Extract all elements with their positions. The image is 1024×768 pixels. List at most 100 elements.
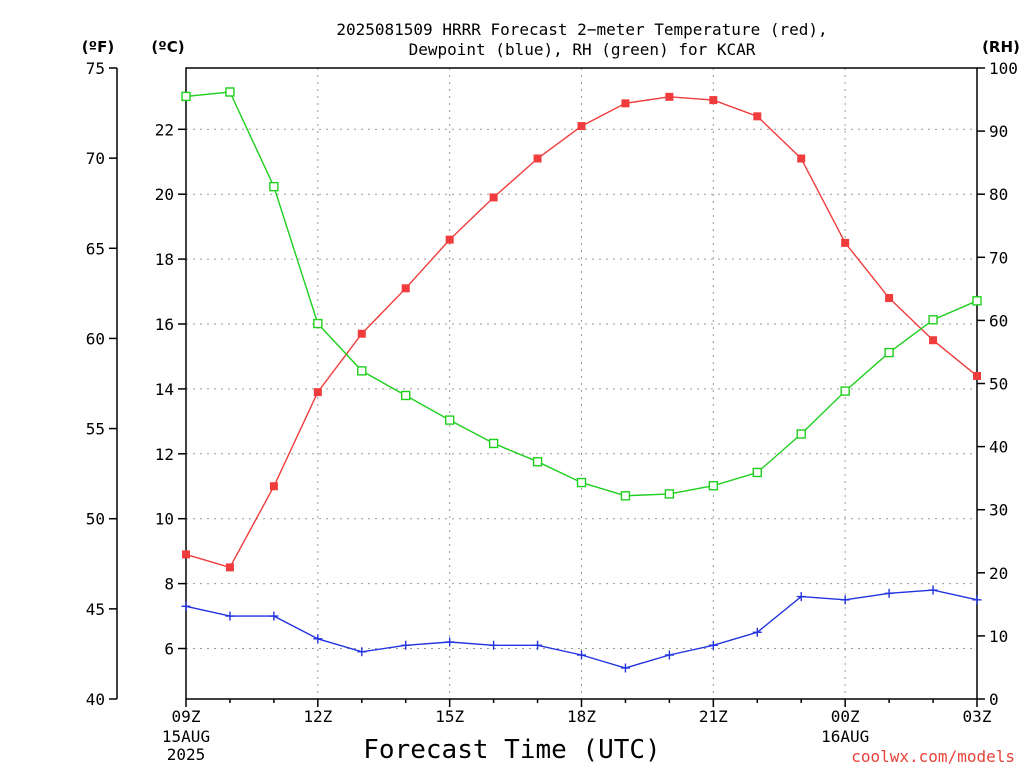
- x-tick-label: 21Z: [699, 707, 728, 726]
- x-tick-label: 18Z: [567, 707, 596, 726]
- temperature-point: [973, 371, 981, 380]
- fahrenheit-tick-label: 50: [86, 510, 105, 529]
- rh-tick-label: 100: [989, 59, 1018, 78]
- dewpoint-point: [620, 663, 630, 673]
- rh-point: [752, 467, 762, 478]
- rh-point: [532, 457, 543, 467]
- celsius-tick-label: 20: [155, 185, 174, 204]
- dewpoint-point: [401, 640, 411, 650]
- temperature-point: [269, 482, 278, 491]
- dewpoint-point: [664, 650, 674, 660]
- dewpoint-point: [796, 592, 806, 602]
- rh-point: [488, 438, 499, 449]
- temperature-point: [929, 336, 938, 345]
- temperature-point: [401, 284, 410, 293]
- grid-lines: [186, 68, 977, 699]
- temperature-point: [577, 122, 586, 131]
- rh-point: [225, 87, 235, 97]
- temperature-point: [225, 563, 234, 572]
- dewpoint-point: [445, 637, 455, 647]
- temperature-point: [885, 294, 894, 303]
- x-tick-label: 12Z: [303, 707, 332, 726]
- temperature-point: [182, 550, 190, 559]
- temperature-point: [357, 329, 366, 338]
- x-tick-sublabel: 15AUG: [162, 727, 210, 746]
- fahrenheit-tick-label: 40: [86, 690, 105, 709]
- rh-axis-label: (RH): [982, 38, 1020, 56]
- celsius-tick-label: 16: [155, 315, 174, 334]
- rh-tick-label: 10: [989, 627, 1008, 646]
- rh-tick-label: 70: [989, 248, 1008, 267]
- rh-point: [840, 386, 850, 396]
- dewpoint-point: [357, 647, 367, 657]
- chart-title-line-2: Dewpoint (blue), RH (green) for KCAR: [409, 40, 756, 59]
- rh-tick-label: 60: [989, 311, 1008, 330]
- dewpoint-point: [577, 650, 586, 660]
- dewpoint-point: [181, 601, 191, 611]
- rh-point: [357, 366, 367, 376]
- rh-point: [444, 415, 455, 425]
- rh-point: [401, 390, 411, 401]
- temperature-point: [489, 193, 498, 202]
- dewpoint-point: [533, 640, 543, 650]
- x-tick-label: 09Z: [172, 707, 201, 726]
- temperature-point: [797, 154, 806, 163]
- temperature-point: [665, 92, 674, 101]
- celsius-axis-label: (ºC): [151, 38, 184, 56]
- dewpoint-point: [972, 595, 982, 605]
- temperature-point: [709, 96, 718, 105]
- celsius-tick-label: 8: [164, 575, 174, 594]
- dewpoint-point: [489, 640, 499, 650]
- fahrenheit-tick-label: 75: [86, 59, 105, 78]
- rh-tick-label: 40: [989, 438, 1008, 457]
- temperature-point: [313, 388, 322, 397]
- rh-point: [576, 477, 587, 488]
- data-series: [181, 87, 982, 673]
- rh-tick-label: 0: [989, 690, 999, 709]
- temperature-point: [621, 99, 630, 108]
- chart-title-line-1: 2025081509 HRRR Forecast 2−meter Tempera…: [336, 20, 827, 39]
- rh-tick-label: 20: [989, 564, 1008, 583]
- fahrenheit-axis-label: (ºF): [82, 38, 114, 56]
- rh-point: [313, 318, 323, 329]
- celsius-tick-label: 6: [164, 640, 174, 659]
- rh-point: [928, 315, 938, 325]
- rh-point: [620, 491, 631, 501]
- rh-point: [269, 181, 279, 192]
- x-tick-sublabel: 2025: [167, 745, 206, 764]
- dewpoint-point: [928, 585, 938, 595]
- x-tick-label: 15Z: [435, 707, 464, 726]
- temperature-point: [753, 112, 762, 121]
- axes: 40 45 50 55 60 65 70 75 6 8 10 12 14 16 18 20 22 0 10 20 30 4…: [86, 59, 1018, 764]
- dewpoint-point: [269, 611, 279, 621]
- celsius-tick-label: 18: [155, 250, 174, 269]
- celsius-tick-label: 12: [155, 445, 174, 464]
- fahrenheit-tick-label: 70: [86, 149, 105, 168]
- x-tick-sublabel: 16AUG: [821, 727, 869, 746]
- dewpoint-point: [884, 588, 894, 598]
- fahrenheit-tick-label: 45: [86, 600, 105, 619]
- rh-point: [972, 296, 982, 306]
- rh-tick-label: 90: [989, 122, 1008, 141]
- credit-text: coolwx.com/models: [851, 747, 1015, 766]
- dewpoint-point: [752, 627, 762, 637]
- celsius-tick-label: 22: [155, 120, 174, 139]
- dewpoint-point: [708, 640, 718, 650]
- rh-tick-label: 30: [989, 501, 1008, 520]
- rh-point: [884, 347, 894, 358]
- celsius-tick-label: 10: [155, 510, 174, 529]
- temperature-point: [445, 235, 454, 244]
- fahrenheit-tick-label: 55: [86, 420, 105, 439]
- rh-point: [796, 429, 806, 439]
- temperature-point: [841, 238, 850, 247]
- fahrenheit-tick-label: 60: [86, 329, 105, 348]
- x-axis-title: Forecast Time (UTC): [363, 735, 660, 765]
- rh-point: [181, 91, 191, 102]
- rh-tick-label: 80: [989, 185, 1008, 204]
- dewpoint-point: [840, 595, 850, 605]
- dewpoint-point: [313, 634, 323, 644]
- celsius-tick-label: 14: [155, 380, 174, 399]
- temperature-point: [533, 154, 542, 163]
- x-tick-label: 00Z: [831, 707, 860, 726]
